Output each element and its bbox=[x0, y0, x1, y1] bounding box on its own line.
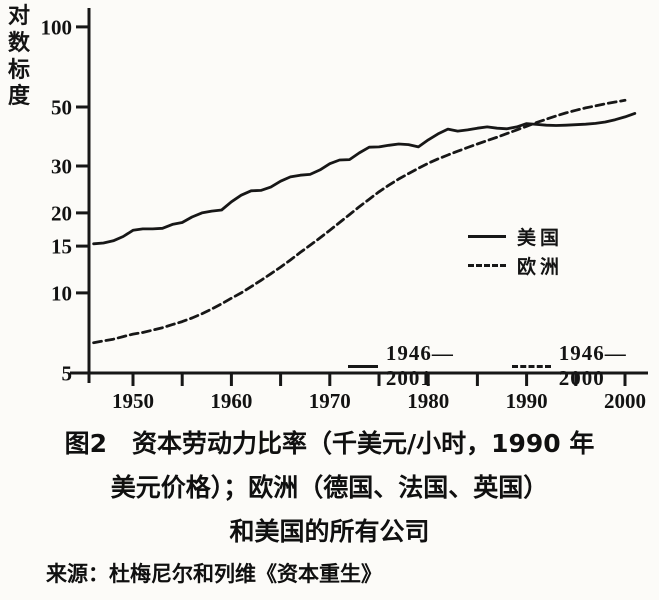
y-tick-label-50: 50 bbox=[51, 96, 72, 120]
europe-dashed-line-swatch bbox=[468, 264, 506, 267]
y-tick-label-20: 20 bbox=[51, 201, 72, 225]
legend-year-ranges: 1946—2001 1946—2000 bbox=[348, 341, 659, 391]
x-tick-label-2000: 2000 bbox=[604, 389, 646, 413]
x-tick-label-1980: 1980 bbox=[407, 389, 449, 413]
y-tick-label-100: 100 bbox=[41, 15, 73, 39]
y-tick-label-15: 15 bbox=[51, 235, 72, 259]
legend-us-range: 1946—2001 bbox=[385, 341, 454, 390]
legend-row-europe: 欧洲 bbox=[468, 251, 563, 280]
us-solid-line-swatch bbox=[468, 235, 506, 238]
x-tick-label-1990: 1990 bbox=[506, 389, 548, 413]
caption-line-3: 和美国的所有公司 bbox=[229, 517, 430, 546]
legend-us-label: 美国 bbox=[517, 227, 564, 249]
legend-europe-range: 1946—2000 bbox=[558, 341, 627, 390]
legend-row-us: 美国 bbox=[468, 222, 563, 251]
series-line-us bbox=[92, 112, 637, 246]
x-tick-label-1950: 1950 bbox=[112, 389, 154, 413]
y-tick-label-5: 5 bbox=[62, 362, 73, 386]
series-line-europe bbox=[92, 98, 627, 345]
source-line: 来源：杜梅尼尔和列维《资本重生》 bbox=[46, 562, 382, 586]
legend-item-europe-range: 1946—2000 bbox=[512, 341, 659, 391]
legend-inside-plot: 美国 欧洲 bbox=[468, 222, 563, 280]
y-tick-label-10: 10 bbox=[51, 281, 72, 305]
y-axis-title: 对数标度 bbox=[8, 4, 31, 110]
legend-europe-label: 欧洲 bbox=[517, 256, 564, 278]
us-solid-line-swatch bbox=[348, 364, 378, 368]
europe-dashed-line-swatch bbox=[512, 364, 551, 368]
y-tick-label-30: 30 bbox=[51, 155, 72, 179]
caption-line-2: 美元价格）；欧洲（德国、法国、英国） bbox=[110, 473, 549, 502]
legend-item-us-range: 1946—2001 bbox=[348, 341, 486, 391]
x-tick-label-1970: 1970 bbox=[309, 389, 351, 413]
x-tick-label-1960: 1960 bbox=[210, 389, 252, 413]
caption-line-1: 图2 资本劳动力比率（千美元/小时，1990 年 bbox=[64, 429, 595, 458]
